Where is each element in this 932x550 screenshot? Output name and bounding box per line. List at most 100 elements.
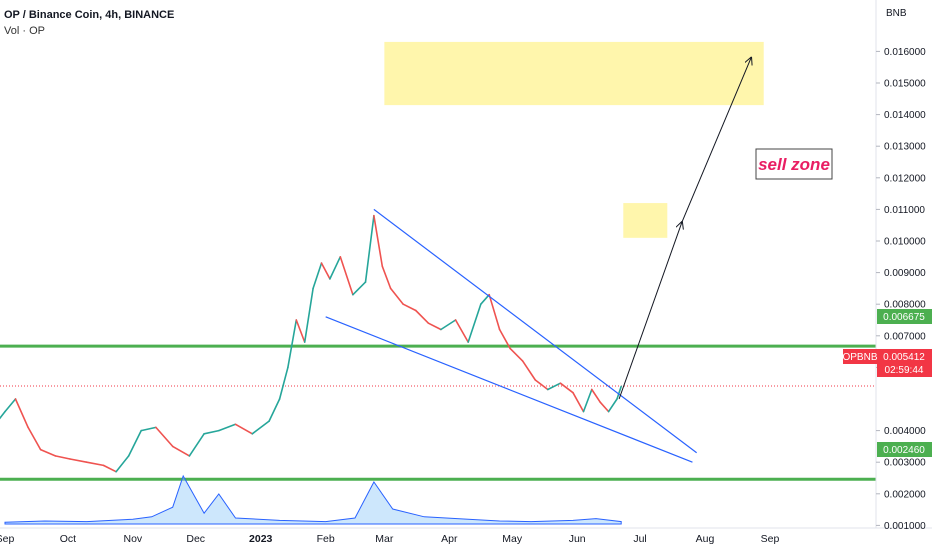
price-segment (14, 398, 29, 429)
x-axis[interactable]: Sep Oct Nov Dec 2023 Feb Mar Apr May Jun Jul Aug Sep (0, 533, 779, 545)
target-zones (384, 41, 764, 238)
price-segment (467, 303, 482, 343)
price-segment (572, 391, 585, 413)
sell-zone-label: sell zone (758, 155, 830, 174)
price-segment (218, 423, 237, 432)
projection-arrow (618, 58, 751, 400)
x-tick-label: Aug (696, 533, 715, 545)
y-tick-label: 0.011000 (884, 205, 925, 216)
x-tick-label: Apr (441, 533, 458, 545)
price-segment (559, 382, 574, 394)
price-segment (251, 420, 270, 435)
price-segment (509, 347, 524, 362)
price-segment (4, 398, 17, 413)
price-segment (102, 464, 117, 473)
trendline-0 (373, 208, 698, 454)
y-tick-label: 0.004000 (884, 426, 926, 437)
chart-title: OP / Binance Coin, 4h, BINANCE (4, 9, 175, 21)
price-segment (389, 287, 405, 306)
support-upper-tag (877, 309, 932, 324)
price-segment (287, 319, 298, 369)
price-segment (599, 401, 610, 413)
price-segment (171, 445, 191, 457)
price-segment (27, 426, 42, 451)
x-tick-label: Jul (633, 533, 646, 545)
y-tick-label: 0.016000 (884, 47, 926, 58)
wedge-trendlines (325, 208, 698, 463)
price-segment (127, 429, 142, 457)
x-tick-label: Oct (60, 533, 76, 545)
y-tick-label: 0.008000 (884, 300, 926, 311)
price-segment (278, 366, 289, 400)
trendline-1 (325, 316, 693, 463)
price-segment (427, 322, 442, 331)
y-tick-label: 0.014000 (884, 110, 926, 121)
annotation: sell zone (755, 148, 833, 180)
price-segment (0, 410, 6, 420)
y-tick-label: 0.015000 (884, 79, 926, 90)
price-segment (203, 429, 220, 435)
y-tick-label: 0.012000 (884, 173, 926, 184)
price-segment (85, 461, 105, 467)
price-segment (414, 309, 430, 325)
price-segment (616, 385, 623, 400)
axis-price-tags: 0.006675 0.002460 OPBNB 0.005412 02:59:4… (842, 309, 932, 457)
price-segment (329, 255, 342, 280)
pair-tag-text: OPBNB (842, 352, 877, 363)
price-segment (534, 379, 549, 391)
x-tick-label: Sep (0, 533, 14, 545)
volume-series (4, 474, 622, 525)
y-axis-unit: BNB (886, 8, 907, 19)
target-zone-1 (623, 203, 668, 238)
price-segment (155, 426, 174, 448)
price-segment (268, 398, 281, 422)
price-segment (54, 455, 71, 460)
projection-arrow-segment (618, 222, 682, 400)
price-segment (498, 328, 511, 350)
last-price-value: 0.005412 (883, 352, 925, 363)
y-tick-label: 0.002000 (884, 489, 926, 500)
price-series (0, 214, 623, 473)
x-tick-label: 2023 (249, 533, 273, 545)
price-segment (339, 255, 354, 296)
projection-arrow-segment (681, 58, 751, 223)
x-tick-label: Sep (761, 533, 780, 545)
price-segment (546, 382, 562, 391)
x-tick-label: Jun (569, 533, 586, 545)
support-lines (0, 344, 876, 481)
target-zone-0 (384, 41, 764, 106)
price-segment (364, 214, 375, 283)
price-segment (607, 398, 618, 413)
last-price-tag (877, 349, 932, 377)
y-tick-label: 0.013000 (884, 142, 926, 153)
price-segment (402, 303, 417, 312)
x-tick-label: Mar (375, 533, 394, 545)
pair-tag (843, 349, 877, 364)
price-segment (320, 262, 331, 280)
price-segment (295, 319, 306, 343)
bar-countdown: 02:59:44 (885, 365, 924, 376)
x-tick-label: Feb (317, 533, 335, 545)
price-segment (479, 293, 491, 306)
price-segment (582, 388, 593, 413)
sell-zone-box (755, 148, 833, 180)
price-segment (39, 448, 57, 457)
y-axis[interactable]: 0.016000 0.015000 0.014000 0.013000 0.012000… (876, 47, 926, 532)
y-tick-label: 0.001000 (884, 521, 926, 532)
price-segment (454, 319, 470, 343)
x-tick-label: Dec (186, 533, 205, 545)
support-lower-tag (877, 442, 932, 457)
price-segment (188, 432, 205, 457)
support-upper-tag-text: 0.006675 (883, 312, 925, 323)
price-segment (69, 458, 88, 464)
price-segment (590, 388, 602, 404)
y-tick-label: 0.003000 (884, 458, 926, 469)
price-segment (488, 293, 501, 331)
volume-indicator-label: Vol · OP (4, 25, 45, 37)
volume-area (4, 474, 622, 525)
price-segment (303, 287, 314, 343)
support-lower-tag-text: 0.002460 (883, 445, 925, 456)
x-tick-label: Nov (124, 533, 143, 545)
price-segment (115, 455, 130, 473)
